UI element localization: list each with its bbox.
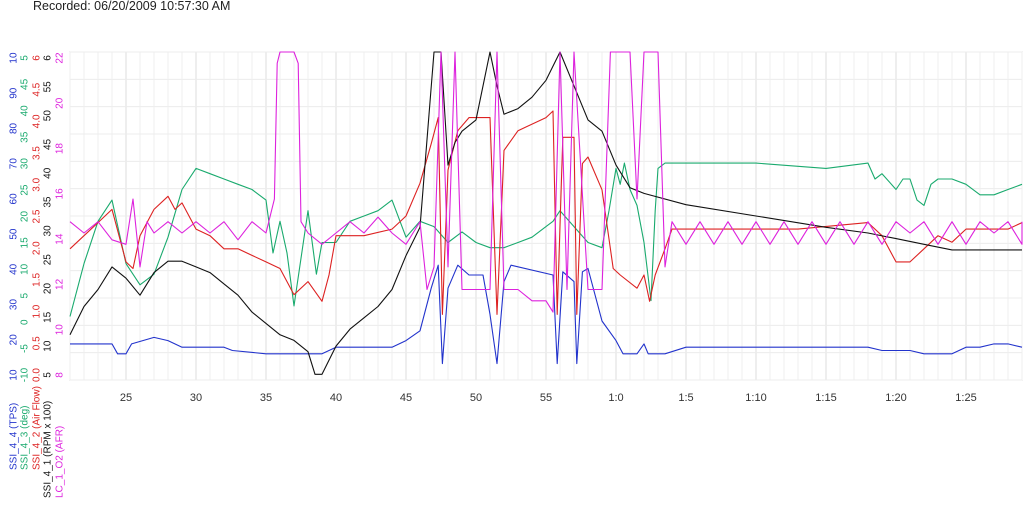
x-tick-label: 1:5 [678,392,693,404]
x-tick-label: 40 [330,392,342,404]
x-tick-label: 1:0 [608,392,623,404]
y-tick-label-tps: 80 [9,122,20,134]
y-tick-label-afr: 14 [55,233,66,245]
y-tick-label-afr: 16 [55,188,66,200]
y-tick-label-rpm: 45 [43,138,54,150]
y-tick-label-tps: 10 [9,369,20,381]
y-tick-label-afr: 20 [55,97,66,109]
y-tick-label-afr: 8 [55,372,66,378]
y-tick-label-air: 1.5 [32,273,43,287]
series-line-deg [69,162,1023,317]
y-tick-label-afr: 12 [55,278,66,290]
y-tick-label-air: 4.5 [32,82,43,96]
x-tick-label: 1:20 [885,392,906,404]
y-axes: 10 20 30 40 50 60 70 80 90 10 SSI_4_4 (TPS) -10 -5 0 5… [9,52,66,498]
x-tick-label: 35 [260,392,272,404]
recorded-timestamp: Recorded: 06/20/2009 10:57:30 AM [33,0,231,13]
y-tick-label-rpm: 15 [43,311,54,323]
grid-lines [69,51,1023,381]
y-tick-label-air: 6 [32,55,43,61]
y-tick-label-deg: 45 [20,78,31,90]
y-tick-label-deg: 0 [20,319,31,325]
x-tick-label: 25 [120,392,132,404]
y-tick-label-air: 0.5 [32,336,43,350]
y-axis-title-afr: LC_1_O2 (AFR) [55,426,66,498]
y-tick-label-rpm: 30 [43,225,54,237]
y-tick-label-rpm: 40 [43,167,54,179]
y-tick-label-air: 2.0 [32,241,43,255]
x-tick-label: 1:15 [815,392,836,404]
x-tick-label: 1:10 [745,392,766,404]
y-tick-label-deg: 5 [20,55,31,61]
y-tick-label-air: 1.0 [32,304,43,318]
y-tick-label-tps: 10 [9,52,20,64]
y-tick-label-deg: 20 [20,211,31,223]
y-tick-label-tps: 20 [9,334,20,346]
y-axis-title-rpm: SSI_4_1 (RPM x 100) [43,401,54,498]
y-tick-label-deg: 35 [20,131,31,143]
y-tick-label-deg: -10 [20,367,31,382]
y-tick-label-air: 0.0 [32,368,43,382]
y-tick-label-deg: 5 [20,293,31,299]
x-tick-label: 45 [400,392,412,404]
y-tick-label-deg: 30 [20,158,31,170]
series-line-tps [70,264,1023,365]
y-tick-label-rpm: 50 [43,110,54,122]
y-tick-label-rpm: 55 [43,81,54,93]
y-tick-label-rpm: 10 [43,340,54,352]
y-tick-label-tps: 30 [9,299,20,311]
y-axis-title-air: SSI_4_2 (Air Flow) [32,386,43,470]
series-line-rpm [69,51,1022,375]
y-tick-label-rpm: 20 [43,283,54,295]
y-tick-label-afr: 22 [55,52,66,64]
y-tick-label-rpm: 25 [43,254,54,266]
series-line-afr [69,51,1023,313]
y-tick-label-rpm: 5 [43,372,54,378]
y-tick-label-tps: 60 [9,193,20,205]
y-tick-label-deg: 15 [20,237,31,249]
y-tick-label-tps: 70 [9,158,20,170]
x-axis-ticks: 25 30 35 40 45 50 55 1:0 1:5 1:10 1:15 1:20 1:25 [120,392,977,404]
y-tick-label-tps: 50 [9,228,20,240]
y-tick-label-tps: 40 [9,263,20,275]
x-tick-label: 50 [470,392,482,404]
x-tick-label: 1:25 [955,392,976,404]
y-tick-label-air: 2.5 [32,209,43,223]
y-tick-label-afr: 18 [55,143,66,155]
x-tick-label: 30 [190,392,202,404]
y-axis-title-tps: SSI_4_4 (TPS) [9,403,20,470]
y-axis-title-deg: SSI_4_3 (deg) [20,406,31,471]
series-line-air [69,110,1023,315]
y-tick-label-deg: 25 [20,184,31,196]
y-tick-label-rpm: 6 [43,55,54,61]
y-tick-label-deg: -5 [20,344,31,353]
y-tick-label-deg: 10 [20,263,31,275]
x-tick-label: 55 [540,392,552,404]
y-tick-label-air: 4.0 [32,114,43,128]
y-tick-label-deg: 40 [20,105,31,117]
y-tick-label-air: 3.0 [32,177,43,191]
y-tick-label-afr: 10 [55,324,66,336]
y-tick-label-rpm: 35 [43,196,54,208]
y-tick-label-tps: 90 [9,87,20,99]
data-series [69,51,1023,375]
y-tick-label-air: 3.5 [32,146,43,160]
